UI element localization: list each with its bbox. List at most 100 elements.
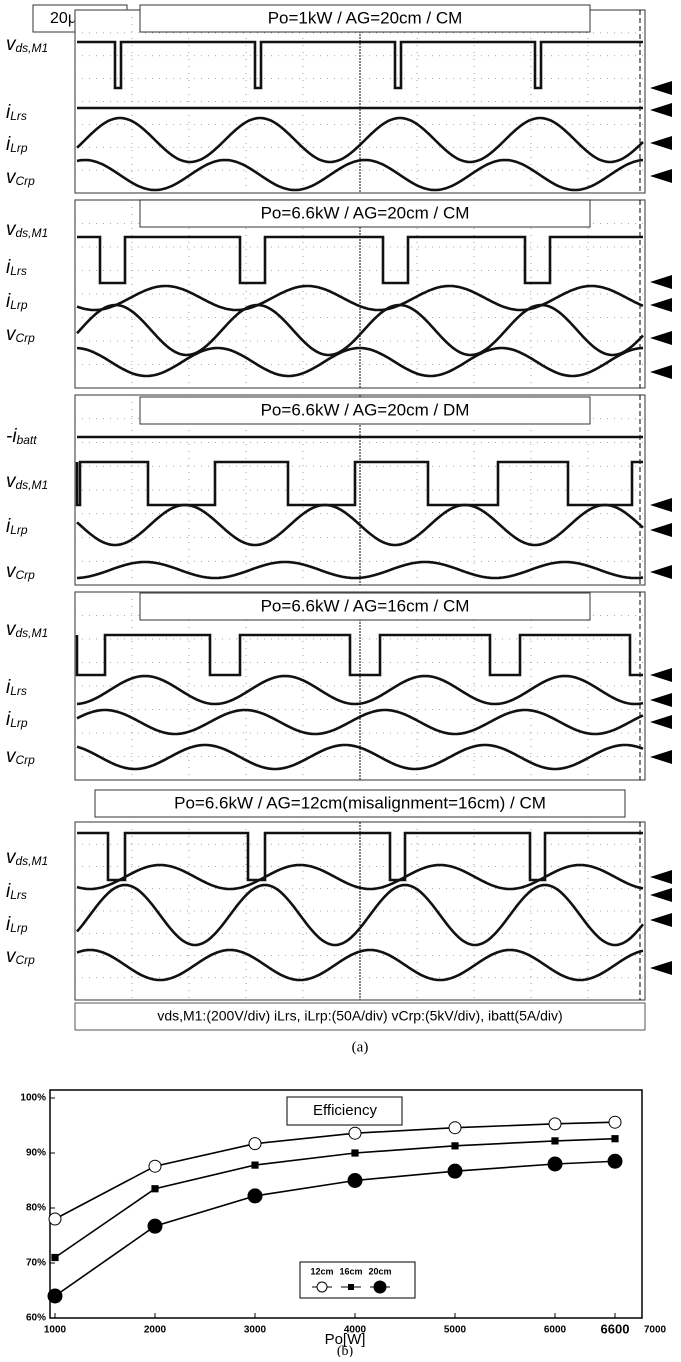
data-point	[148, 1219, 162, 1233]
data-point	[249, 1138, 261, 1150]
data-point	[151, 1185, 158, 1192]
signal-label: vds,M1	[6, 847, 48, 868]
signal-label-sub: ds,M1	[16, 41, 49, 55]
x-tick-label: 1000	[44, 1325, 67, 1336]
signal-label-sub: Crp	[16, 568, 36, 582]
y-tick-label: 90%	[26, 1148, 46, 1159]
legend-marker	[348, 1284, 354, 1290]
channel-arrow	[650, 81, 672, 95]
caption-a: (a)	[352, 1039, 369, 1055]
signal-label: vCrp	[6, 746, 35, 767]
data-point	[449, 1122, 461, 1134]
data-point	[608, 1154, 622, 1168]
signal-label-sub: Lrs	[10, 888, 27, 902]
signal-label-sub: ds,M1	[16, 478, 49, 492]
signal-label-sub: ds,M1	[16, 626, 49, 640]
x-tick-label: 5000	[444, 1325, 467, 1336]
signal-label: iLrp	[6, 914, 28, 935]
panel-title: Po=1kW / AG=20cm / CM	[268, 8, 463, 27]
signal-label: iLrp	[6, 709, 28, 730]
panel-title: Po=6.6kW / AG=20cm / CM	[261, 203, 470, 222]
signal-label: vds,M1	[6, 619, 48, 640]
data-point	[51, 1254, 58, 1261]
y-tick-label: 80%	[26, 1203, 46, 1214]
channel-arrow	[650, 715, 672, 729]
caption-b: (b)	[337, 1344, 354, 1357]
signal-label: iLrs	[6, 677, 27, 698]
page: 20μs/divPo=1kW / AG=20cm / CMvds,M1iLrsi…	[0, 0, 681, 1362]
signal-label: -ibatt	[6, 426, 37, 447]
x-tick-label: 3000	[244, 1325, 267, 1336]
signal-label-sub: Lrp	[10, 141, 28, 155]
channel-arrow	[650, 298, 672, 312]
channel-arrow	[650, 136, 672, 150]
footer: vds,M1:(200V/div) iLrs, iLrp:(50A/div) v…	[157, 1008, 562, 1024]
panel-title: Po=6.6kW / AG=16cm / CM	[261, 596, 470, 615]
legend-label: 20cm	[368, 1266, 391, 1276]
signal-label: iLrs	[6, 881, 27, 902]
signal-label-sub: Crp	[16, 174, 36, 188]
signal-label: vds,M1	[6, 34, 48, 55]
signal-label-sub: Crp	[16, 953, 36, 967]
signal-label: iLrs	[6, 257, 27, 278]
data-point	[448, 1164, 462, 1178]
data-point	[609, 1116, 621, 1128]
data-point	[351, 1149, 358, 1156]
signal-label: vCrp	[6, 167, 35, 188]
legend-label: 16cm	[339, 1266, 362, 1276]
y-tick-label: 100%	[20, 1093, 46, 1104]
data-point	[548, 1157, 562, 1171]
legend-marker	[374, 1281, 386, 1293]
channel-arrow	[650, 169, 672, 183]
legend-label: 12cm	[310, 1266, 333, 1276]
signal-label: vCrp	[6, 561, 35, 582]
data-point	[549, 1118, 561, 1130]
channel-arrow	[650, 523, 672, 537]
channel-arrow	[650, 693, 672, 707]
signal-label-sub: Lrp	[10, 921, 28, 935]
signal-label: iLrp	[6, 134, 28, 155]
channel-arrow	[650, 331, 672, 345]
channel-arrow	[650, 275, 672, 289]
channel-arrow	[650, 961, 672, 975]
data-point	[49, 1213, 61, 1225]
channel-arrow	[650, 870, 672, 884]
signal-label-sub: Crp	[16, 331, 36, 345]
signal-label-sub: Lrp	[10, 523, 28, 537]
data-point	[611, 1135, 618, 1142]
signal-label: iLrs	[6, 102, 27, 123]
signal-label-sub: Crp	[16, 753, 36, 767]
signal-label-sub: Lrs	[10, 684, 27, 698]
channel-arrow	[650, 888, 672, 902]
channel-arrow	[650, 365, 672, 379]
panel-title: Po=6.6kW / AG=12cm(misalignment=16cm) / …	[174, 793, 546, 812]
signal-label: vCrp	[6, 324, 35, 345]
signal-label-sub: Lrp	[10, 716, 28, 730]
legend-marker	[317, 1282, 327, 1292]
signal-label-sub: batt	[17, 433, 38, 447]
signal-label: vds,M1	[6, 471, 48, 492]
data-point	[348, 1174, 362, 1188]
signal-label-sub: Lrs	[10, 109, 27, 123]
channel-arrow	[650, 103, 672, 117]
x-tick-label: 7000	[644, 1325, 667, 1336]
x-tick-label: 6600	[601, 1321, 630, 1336]
data-point	[451, 1142, 458, 1149]
signal-label-sub: Lrp	[10, 298, 28, 312]
panel-title: Po=6.6kW / AG=20cm / DM	[261, 400, 470, 419]
signal-label: iLrp	[6, 291, 28, 312]
channel-arrow	[650, 498, 672, 512]
signal-label-sub: ds,M1	[16, 854, 49, 868]
signal-label-sub: ds,M1	[16, 226, 49, 240]
data-point	[251, 1162, 258, 1169]
chart-title: Efficiency	[313, 1102, 377, 1119]
signal-label-sub: Lrs	[10, 264, 27, 278]
x-tick-label: 6000	[544, 1325, 567, 1336]
data-point	[551, 1137, 558, 1144]
signal-label: vds,M1	[6, 219, 48, 240]
data-point	[349, 1127, 361, 1139]
y-tick-label: 70%	[26, 1258, 46, 1269]
y-tick-label: 60%	[26, 1313, 46, 1324]
x-tick-label: 2000	[144, 1325, 167, 1336]
data-point	[149, 1160, 161, 1172]
